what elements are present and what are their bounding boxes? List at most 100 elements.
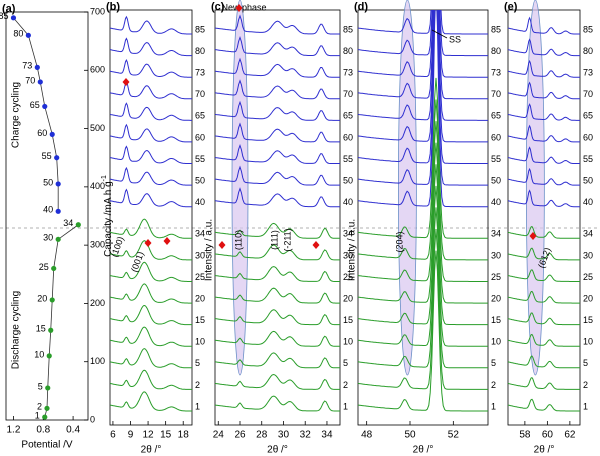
curve-label: 50 bbox=[195, 175, 205, 185]
curve-label: 25 bbox=[195, 272, 205, 282]
curve-label: 5 bbox=[491, 358, 496, 368]
annotation: (204) bbox=[394, 231, 404, 252]
x-axis-title: 2θ /° bbox=[141, 445, 162, 456]
curve-label: 60 bbox=[195, 132, 205, 142]
y-axis-title: Intensity / a.u. bbox=[204, 219, 215, 281]
curve-label: 20 bbox=[195, 293, 205, 303]
curve-label: 34 bbox=[583, 229, 593, 239]
pattern-curve bbox=[358, 207, 488, 369]
x-tick-label: 52 bbox=[448, 430, 460, 441]
annotation: Charge cycling bbox=[11, 82, 22, 148]
point bbox=[10, 15, 17, 21]
x-tick-label: 0.4 bbox=[66, 425, 80, 436]
curve-label: 20 bbox=[491, 293, 501, 303]
y-axis-title-sup: -1 bbox=[101, 175, 108, 181]
pattern-curve bbox=[110, 261, 192, 282]
curve-label: 80 bbox=[195, 46, 205, 56]
y-tick-label: 400 bbox=[90, 181, 105, 191]
x-tick-label: 50 bbox=[404, 430, 416, 441]
pattern-curve bbox=[110, 145, 192, 164]
pattern-curve bbox=[110, 304, 192, 326]
pattern-curve bbox=[215, 35, 340, 57]
pattern-curve bbox=[110, 283, 192, 304]
curve-label: 50 bbox=[583, 175, 593, 185]
point bbox=[45, 385, 51, 391]
curve-label: 5 bbox=[195, 358, 200, 368]
x-tick-label: 32 bbox=[300, 430, 312, 441]
pattern-curve bbox=[358, 10, 488, 164]
curve-label: 85 bbox=[195, 24, 205, 34]
panel-label: (d) bbox=[354, 1, 368, 13]
pattern-curve bbox=[110, 102, 192, 121]
pattern-curve bbox=[508, 269, 580, 282]
x-tick-label: 0.8 bbox=[36, 425, 50, 436]
curve-label: 15 bbox=[343, 315, 353, 325]
curve-label: 5 bbox=[583, 358, 588, 368]
curve-label: 73 bbox=[195, 68, 205, 78]
curve-label: 70 bbox=[583, 89, 593, 99]
pattern-curve bbox=[215, 395, 340, 412]
pattern-curve bbox=[358, 121, 488, 282]
curve-label: 15 bbox=[491, 315, 501, 325]
pattern-curve bbox=[358, 10, 488, 121]
point-label: 5 bbox=[38, 381, 43, 391]
point-label: 85 bbox=[0, 11, 8, 21]
pattern-curve bbox=[508, 59, 580, 78]
pattern-curve bbox=[508, 377, 580, 390]
point bbox=[48, 327, 54, 333]
pattern-curve bbox=[508, 167, 580, 186]
panel-frame bbox=[5, 11, 89, 421]
x-tick-label: 34 bbox=[321, 430, 333, 441]
phase-marker bbox=[144, 239, 152, 247]
curve-label: 15 bbox=[583, 315, 593, 325]
x-tick-label: 1.2 bbox=[7, 425, 21, 436]
pattern-curve bbox=[215, 287, 340, 304]
annotation: (001) bbox=[129, 250, 146, 273]
pattern-curve bbox=[215, 165, 340, 186]
point bbox=[54, 155, 60, 161]
x-tick-label: 48 bbox=[361, 430, 373, 441]
panel-label: (c) bbox=[211, 1, 225, 13]
pattern-curve bbox=[215, 244, 340, 261]
curve-label: 10 bbox=[195, 337, 205, 347]
curve-label: 55 bbox=[583, 154, 593, 164]
pattern-curve bbox=[215, 79, 340, 100]
curve-label: 40 bbox=[491, 197, 501, 207]
point bbox=[55, 208, 61, 214]
point-label: 70 bbox=[25, 75, 35, 85]
y-tick-label: 600 bbox=[90, 65, 105, 75]
point bbox=[46, 353, 52, 359]
x-tick-label: 62 bbox=[564, 430, 576, 441]
y-tick-label: 0 bbox=[90, 414, 95, 424]
y-axis-title-main: Capacity /mA h g bbox=[103, 181, 114, 257]
pattern-curve bbox=[110, 188, 192, 208]
pattern-curve bbox=[358, 10, 488, 208]
curve-label: 70 bbox=[195, 89, 205, 99]
curve-label: 80 bbox=[343, 46, 353, 56]
annotation: New phase bbox=[221, 2, 266, 12]
panel-label: (e) bbox=[504, 1, 518, 13]
pattern-curve bbox=[215, 14, 340, 35]
point-label: 60 bbox=[37, 128, 47, 138]
curve-label: 40 bbox=[583, 197, 593, 207]
pattern-curve bbox=[508, 103, 580, 121]
x-tick-label: 30 bbox=[278, 430, 290, 441]
annotation: (-211) bbox=[282, 228, 292, 251]
curve-label: 2 bbox=[583, 380, 588, 390]
panel-label: (a) bbox=[2, 3, 16, 15]
curve-label: 10 bbox=[583, 337, 593, 347]
curve-label: 1 bbox=[343, 401, 348, 411]
pattern-curve bbox=[358, 10, 488, 100]
pattern-curve bbox=[110, 15, 192, 35]
point bbox=[34, 64, 40, 70]
pattern-curve bbox=[215, 57, 340, 78]
pattern-curve bbox=[110, 348, 192, 369]
curve-label: 60 bbox=[343, 132, 353, 142]
pattern-curve bbox=[110, 166, 192, 186]
pattern-curve bbox=[508, 226, 580, 239]
curve-label: 60 bbox=[491, 132, 501, 142]
point bbox=[49, 297, 55, 303]
pattern-curve bbox=[358, 10, 488, 143]
curve-label: 25 bbox=[491, 272, 501, 282]
